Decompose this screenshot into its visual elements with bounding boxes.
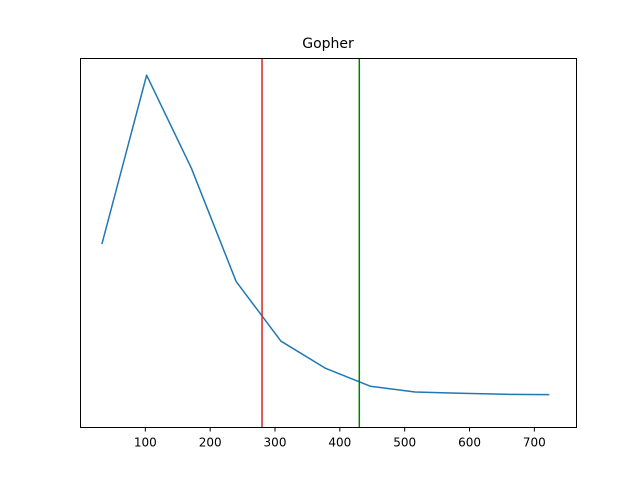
x-tick-label-2: 300 bbox=[264, 436, 287, 450]
x-tick-label-6: 700 bbox=[523, 436, 546, 450]
chart-title: Gopher bbox=[302, 36, 354, 52]
x-tick-label-1: 200 bbox=[199, 436, 222, 450]
x-axis: 100 200 300 400 500 600 700 bbox=[134, 427, 546, 450]
x-tick-label-0: 100 bbox=[134, 436, 157, 450]
series-line-0 bbox=[101, 74, 550, 396]
x-tick-label-5: 600 bbox=[458, 436, 481, 450]
x-tick-label-4: 500 bbox=[393, 436, 416, 450]
plot-area bbox=[101, 58, 550, 428]
x-tick-label-3: 400 bbox=[328, 436, 351, 450]
axes-frame bbox=[80, 58, 577, 428]
